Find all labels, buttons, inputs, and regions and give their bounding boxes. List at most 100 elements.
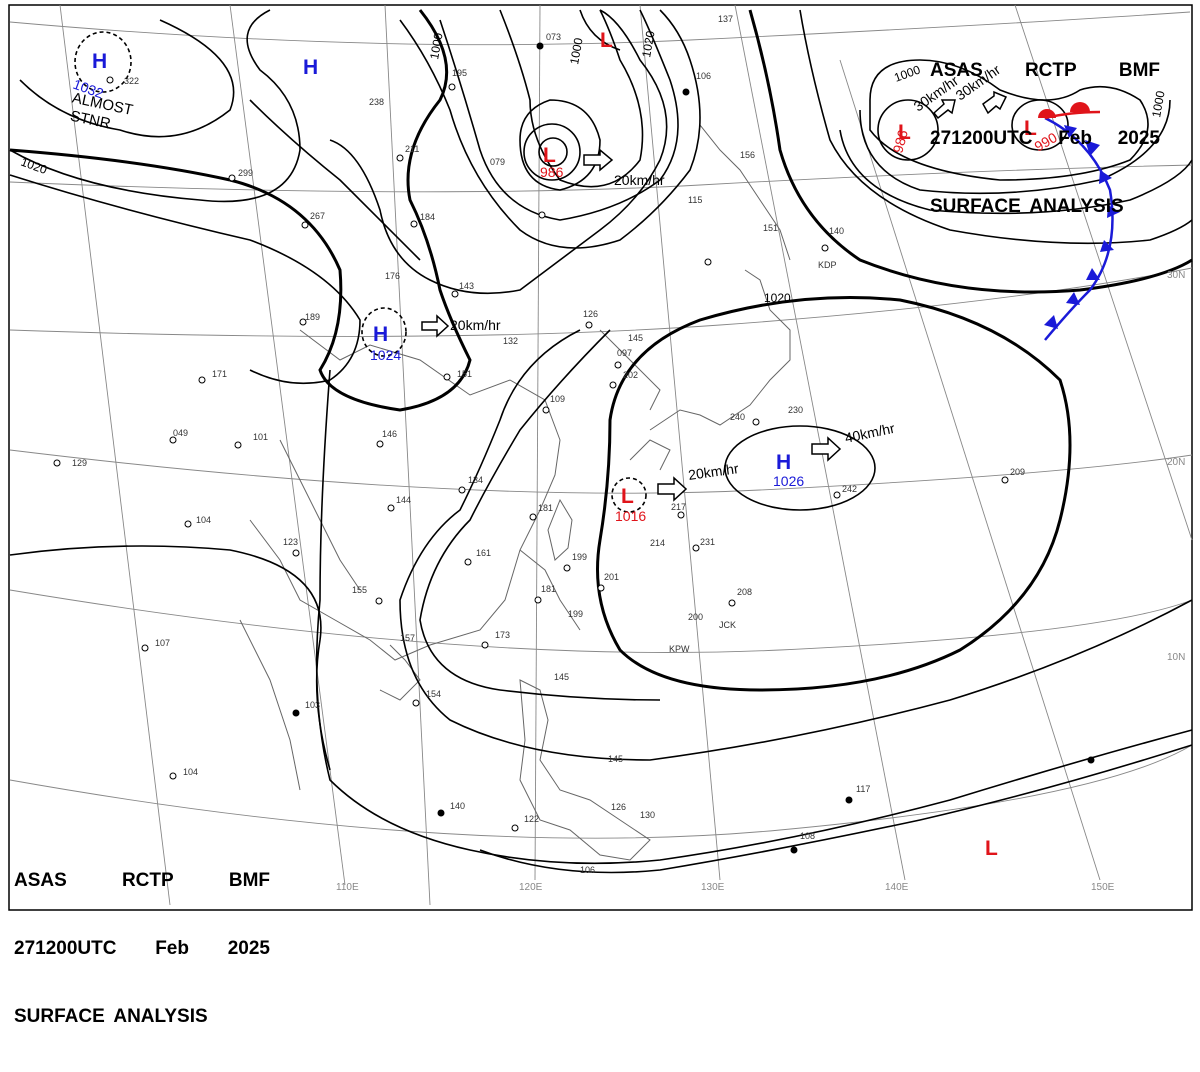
- station-label: KDP: [818, 260, 837, 270]
- station-label: 123: [283, 537, 298, 547]
- station-marker: [387, 504, 395, 512]
- korea-coast: [599, 329, 661, 411]
- station-label: 129: [72, 458, 87, 468]
- meridian-160e: [1014, 4, 1193, 541]
- station-label: 181: [541, 584, 556, 594]
- station-label: 109: [550, 394, 565, 404]
- station-label: 134: [468, 475, 483, 485]
- isobar-996-northeast: [1011, 99, 1069, 151]
- movement-speed-label: 20km/hr: [614, 172, 665, 188]
- station-marker: [458, 486, 466, 494]
- station-label: 173: [495, 630, 510, 640]
- station-marker: [1001, 476, 1009, 484]
- isobar-1012-far-south: [315, 369, 1193, 865]
- isobar-1028: [9, 9, 301, 203]
- station-marker: [410, 220, 418, 228]
- isobar-1012: [329, 9, 668, 295]
- hainan-island: [379, 644, 421, 701]
- longitude-label: 110E: [336, 882, 359, 893]
- station-marker: [597, 584, 605, 592]
- low-center-letter: L: [985, 837, 998, 860]
- taiwan-island: [547, 498, 573, 561]
- station-marker: [614, 361, 622, 369]
- station-label: 209: [1010, 467, 1025, 477]
- movement-arrow: [982, 90, 1008, 115]
- cold-front-barb: [1099, 170, 1112, 184]
- isobar-label-group: 1020 1020 1000 1000 1020 1000 1000: [19, 29, 1168, 305]
- latitude-line-50n: [9, 11, 1191, 46]
- station-marker: [536, 42, 544, 50]
- station-label: 171: [212, 369, 227, 379]
- latitude-line-10n: [9, 589, 1193, 653]
- cold-front-barb: [1044, 315, 1058, 329]
- high-center-letter: H: [776, 451, 791, 474]
- station-label: 157: [400, 633, 415, 643]
- high-center-letter: H: [303, 56, 318, 79]
- low-center-letter: L: [621, 485, 634, 508]
- station-marker: [481, 641, 489, 649]
- station-marker: [845, 796, 853, 804]
- japan-coast: [649, 269, 791, 431]
- isobar-1020-west: [9, 148, 231, 182]
- movement-speed-label: 20km/hr: [687, 460, 740, 483]
- station-label: 299: [238, 168, 253, 178]
- movement-arrow: [932, 99, 956, 120]
- station-marker: [169, 772, 177, 780]
- isobar-1016-south: [419, 329, 661, 701]
- station-marker: [752, 418, 760, 426]
- station-label: 137: [718, 14, 733, 24]
- surface-analysis-chart: 322 299 267 238 195 073 106 137 211 184 …: [8, 4, 1193, 911]
- station-label: 208: [737, 587, 752, 597]
- station-label: 108: [800, 831, 815, 841]
- header-bottom-line2: 271200UTC Feb 2025: [14, 938, 270, 960]
- header-code: BMF: [1118, 60, 1160, 81]
- station-label: 238: [369, 97, 384, 107]
- station-label: JCK: [719, 620, 736, 630]
- meridian-150e: [839, 59, 1101, 881]
- station-label: 143: [459, 281, 474, 291]
- meridian-110e: [229, 4, 346, 886]
- station-label: 079: [490, 157, 505, 167]
- station-marker: [833, 491, 841, 499]
- isobar-1016-southwest: [9, 545, 331, 771]
- station-marker: [141, 644, 149, 652]
- isobar-label: 1000: [567, 36, 585, 65]
- station-label: 140: [450, 801, 465, 811]
- station-label: 211: [405, 144, 419, 154]
- station-label: 106: [580, 865, 595, 875]
- low-center-letter: L: [1024, 117, 1037, 140]
- high-center-letter: H: [373, 323, 388, 346]
- station-label: 145: [608, 754, 623, 764]
- station-marker: [529, 513, 537, 521]
- header-agency: ASAS: [14, 870, 67, 891]
- station-label: 201: [604, 572, 619, 582]
- cold-front-barb: [1100, 240, 1114, 252]
- header-bottom: ASAS RCTP BMF 271200UTC Feb 2025 SURFACE…: [14, 826, 270, 1072]
- isobars: [9, 9, 1193, 874]
- station-marker: [538, 211, 546, 219]
- station-label: 214: [650, 538, 665, 548]
- header-year: 2025: [227, 938, 270, 959]
- station-label: 242: [842, 484, 857, 494]
- station-label: 199: [572, 552, 587, 562]
- station-marker: [563, 564, 571, 572]
- high-center-value: 1026: [773, 473, 804, 489]
- station-label: 103: [305, 700, 320, 710]
- station-label: 199: [568, 609, 583, 619]
- header-station: RCTP: [121, 870, 174, 891]
- low-center-value: 986: [889, 128, 911, 155]
- station-marker: [448, 83, 456, 91]
- station-marker: [292, 709, 300, 717]
- isobar-992: [519, 99, 601, 191]
- isobar-1008: [399, 9, 701, 249]
- station-label: 202: [623, 370, 638, 380]
- station-marker: [451, 290, 459, 298]
- station-label: 195: [452, 68, 467, 78]
- isobar-986-inner: [538, 137, 568, 167]
- header-time: 271200UTC: [930, 128, 1033, 149]
- station-marker: [299, 318, 307, 326]
- isobar-1016: [249, 99, 421, 261]
- station-marker: [677, 511, 685, 519]
- station-label: 240: [730, 412, 745, 422]
- station-label: 176: [385, 271, 400, 281]
